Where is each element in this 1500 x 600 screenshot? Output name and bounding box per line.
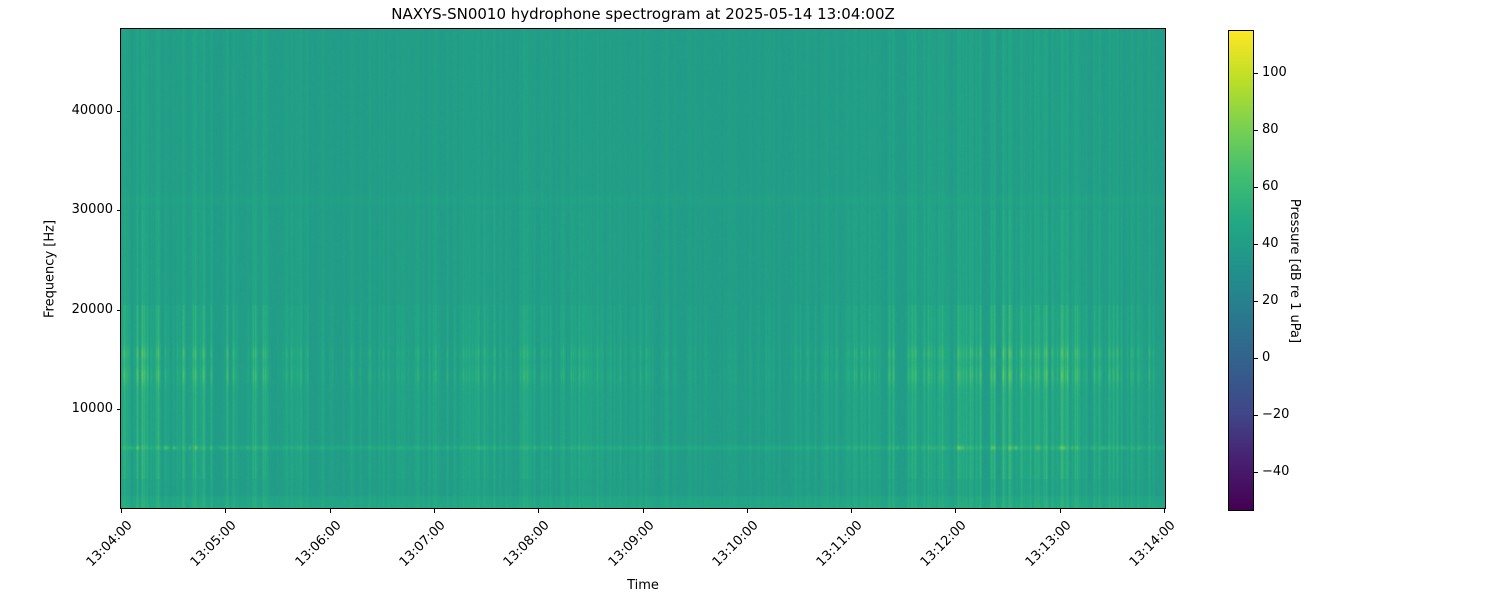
- x-tick-label: 13:14:00: [1126, 518, 1179, 570]
- x-tick-mark: [434, 509, 435, 513]
- x-tick-mark: [1164, 509, 1165, 513]
- colorbar-tick-label: 40: [1262, 236, 1279, 251]
- colorbar-tick-mark: [1254, 301, 1258, 302]
- colorbar-tick-mark: [1254, 244, 1258, 245]
- spectrogram-heatmap: [120, 28, 1166, 509]
- x-tick-label: 13:11:00: [813, 518, 866, 570]
- colorbar-tick-mark: [1254, 415, 1258, 416]
- colorbar-label: Pressure [dB re 1 uPa]: [1287, 198, 1302, 344]
- y-tick-label: 30000: [71, 202, 113, 217]
- x-tick-label: 13:09:00: [605, 518, 658, 570]
- x-tick-mark: [747, 509, 748, 513]
- x-tick-label: 13:13:00: [1022, 518, 1075, 570]
- colorbar-tick-mark: [1254, 472, 1258, 473]
- x-axis-label: Time: [627, 578, 659, 593]
- x-tick-label: 13:12:00: [917, 518, 970, 570]
- y-axis-label: Frequency [Hz]: [42, 219, 58, 319]
- x-tick-mark: [121, 509, 122, 513]
- colorbar-tick-label: 0: [1262, 350, 1271, 365]
- x-tick-mark: [330, 509, 331, 513]
- x-tick-mark: [538, 509, 539, 513]
- x-tick-label: 13:05:00: [187, 518, 240, 570]
- colorbar-tick-label: 20: [1262, 293, 1279, 308]
- y-tick-mark: [117, 111, 121, 112]
- colorbar-tick-label: −40: [1262, 464, 1290, 479]
- x-tick-label: 13:07:00: [396, 518, 449, 570]
- y-tick-mark: [117, 409, 121, 410]
- colorbar-tick-label: 100: [1262, 65, 1287, 80]
- y-tick-label: 10000: [71, 401, 113, 416]
- y-tick-mark: [117, 210, 121, 211]
- x-tick-mark: [643, 509, 644, 513]
- x-tick-label: 13:06:00: [292, 518, 345, 570]
- colorbar-tick-mark: [1254, 358, 1258, 359]
- x-tick-mark: [225, 509, 226, 513]
- x-tick-label: 13:10:00: [709, 518, 762, 570]
- y-tick-label: 20000: [71, 302, 113, 317]
- x-tick-label: 13:04:00: [83, 518, 136, 570]
- colorbar-tick-mark: [1254, 73, 1258, 74]
- chart-title: NAXYS-SN0010 hydrophone spectrogram at 2…: [391, 5, 895, 23]
- colorbar-tick-label: −20: [1262, 407, 1290, 422]
- x-tick-mark: [1060, 509, 1061, 513]
- colorbar: [1228, 30, 1254, 511]
- colorbar-tick-mark: [1254, 187, 1258, 188]
- x-tick-mark: [955, 509, 956, 513]
- y-tick-label: 40000: [71, 103, 113, 118]
- y-tick-mark: [117, 310, 121, 311]
- colorbar-tick-label: 80: [1262, 122, 1279, 137]
- colorbar-tick-label: 60: [1262, 179, 1279, 194]
- colorbar-tick-mark: [1254, 130, 1258, 131]
- x-tick-label: 13:08:00: [500, 518, 553, 570]
- x-tick-mark: [851, 509, 852, 513]
